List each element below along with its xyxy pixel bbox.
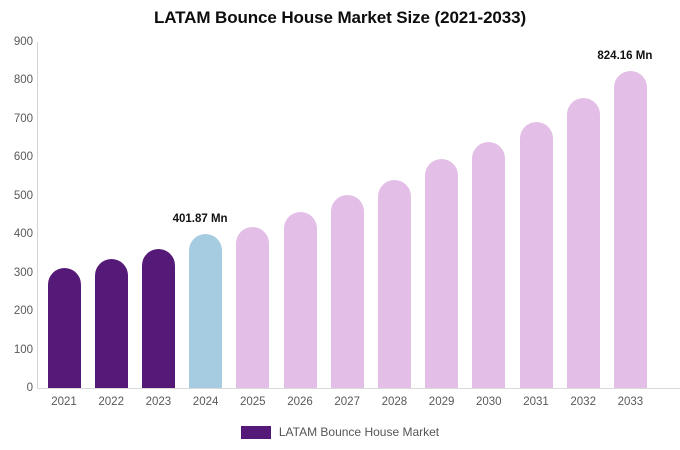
bar-2024[interactable] — [189, 233, 223, 388]
y-axis-line — [37, 42, 38, 389]
x-axis-tick-label: 2029 — [428, 396, 455, 408]
x-axis-tick-label: 2027 — [334, 396, 360, 408]
bar-2022[interactable] — [94, 259, 128, 388]
y-axis-tick-label: 500 — [13, 189, 33, 202]
x-axis-tick-label: 2024 — [192, 396, 219, 408]
legend-item[interactable]: LATAM Bounce House Market — [240, 425, 440, 439]
legend-color-swatch — [240, 425, 271, 439]
bar-value-label-2024: 401.87 Mn — [172, 212, 228, 225]
x-axis-tick-label: 2031 — [523, 396, 549, 408]
y-axis-tick-label: 300 — [13, 266, 33, 279]
bar-2032[interactable] — [566, 98, 600, 388]
bar-value-label-2033: 824.16 Mn — [597, 50, 653, 63]
x-axis-tick-label: 2033 — [617, 396, 644, 408]
chart-legend: LATAM Bounce House Market — [0, 425, 680, 439]
bar-2031[interactable] — [519, 121, 553, 388]
y-axis-tick-labels: 900 800 700 600 500 400 300 200 100 0 — [0, 0, 33, 450]
bar-2025[interactable] — [236, 226, 270, 388]
x-axis-tick-label: 2021 — [51, 396, 77, 408]
chart-title: LATAM Bounce House Market Size (2021-203… — [153, 8, 527, 27]
bar-2023[interactable] — [141, 248, 175, 388]
y-axis-tick-label: 100 — [13, 343, 33, 356]
x-axis-line — [37, 388, 680, 389]
y-axis-tick-label: 800 — [13, 74, 33, 87]
y-axis-tick-label: 200 — [13, 305, 33, 318]
y-axis-tick-label: 0 — [26, 382, 33, 394]
x-axis-tick-label: 2028 — [381, 396, 408, 408]
x-axis-tick-label: 2026 — [287, 396, 313, 408]
legend-item-label: LATAM Bounce House Market — [278, 425, 440, 439]
x-axis-tick-label: 2025 — [240, 396, 266, 408]
x-axis-tick-label: 2022 — [98, 396, 124, 408]
y-axis-tick-label: 400 — [13, 228, 33, 241]
x-axis-tick-label: 2030 — [476, 396, 502, 408]
y-axis-tick-label: 900 — [13, 36, 33, 48]
bar-2030[interactable] — [472, 141, 506, 388]
bar-2026[interactable] — [283, 211, 317, 388]
bar-2033[interactable] — [613, 71, 647, 388]
bar-2029[interactable] — [425, 159, 459, 388]
bar-2028[interactable] — [377, 180, 411, 388]
bar-2027[interactable] — [330, 195, 364, 388]
x-axis-tick-label: 2023 — [145, 396, 172, 408]
bar-2021[interactable] — [47, 268, 81, 388]
x-axis-tick-label: 2032 — [570, 396, 596, 408]
y-axis-tick-label: 700 — [13, 112, 33, 125]
y-axis-tick-label: 600 — [13, 151, 33, 164]
